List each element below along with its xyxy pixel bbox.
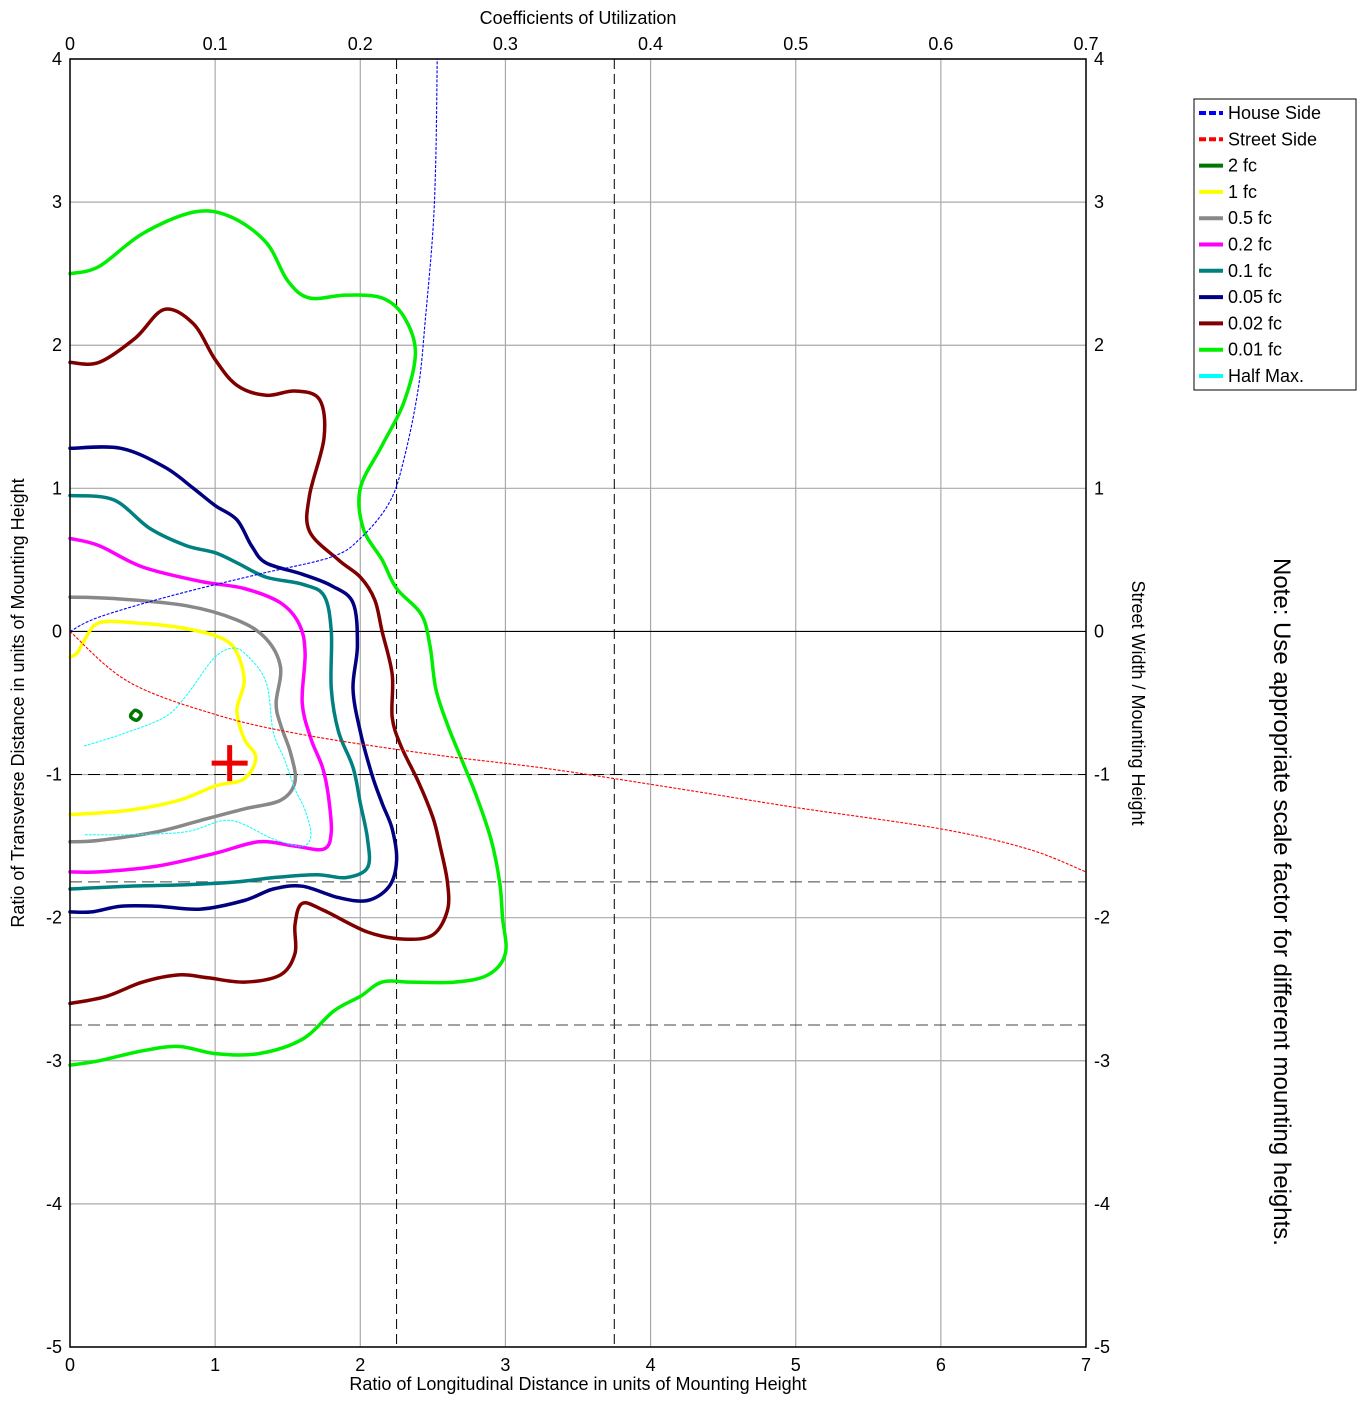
- legend-label: 2 fc: [1228, 156, 1257, 176]
- contour-0-5-fc: [68, 595, 298, 844]
- grid-lines: [69, 58, 1087, 1348]
- x-tick-label: 6: [936, 1355, 946, 1375]
- contour-0-05-fc: [68, 445, 399, 915]
- cu-curve-street-side: [69, 630, 1087, 873]
- y-tick-label: -2: [46, 908, 62, 928]
- legend-label: 0.05 fc: [1228, 287, 1282, 307]
- y-tick-label: 0: [52, 621, 62, 641]
- x-tick-label: 1: [210, 1355, 220, 1375]
- right-tick-label: 1: [1094, 478, 1104, 498]
- top-tick-label: 0.5: [783, 34, 808, 54]
- legend-label: 0.2 fc: [1228, 235, 1272, 255]
- top-tick-label: 0.1: [203, 34, 228, 54]
- y-axis-title: Ratio of Transverse Distance in units of…: [8, 478, 28, 927]
- cu-curve-house-side: [69, 58, 438, 632]
- scale-note: Note: Use appropriate scale factor for d…: [1268, 558, 1295, 1246]
- luminaire-marker: [211, 745, 248, 782]
- right-tick-label: 2: [1094, 335, 1104, 355]
- x-tick-label: 3: [500, 1355, 510, 1375]
- top-tick-label: 0.6: [928, 34, 953, 54]
- x-tick-label: 2: [355, 1355, 365, 1375]
- plot-frame: [69, 58, 1087, 1348]
- contour-series: [68, 209, 508, 1067]
- right-tick-label: 4: [1094, 49, 1104, 69]
- legend-label: 0.5 fc: [1228, 208, 1272, 228]
- x-tick-label: 5: [791, 1355, 801, 1375]
- legend-label: House Side: [1228, 103, 1321, 123]
- legend-label: Street Side: [1228, 129, 1317, 149]
- legend-label: 1 fc: [1228, 182, 1257, 202]
- contour-0-01-fc: [68, 209, 508, 1067]
- y-tick-label: 1: [52, 478, 62, 498]
- y-tick-label: 3: [52, 192, 62, 212]
- right-tick-label: -2: [1094, 908, 1110, 928]
- contour-1-fc: [68, 619, 258, 817]
- x-tick-label: 0: [65, 1355, 75, 1375]
- cu-curves: [69, 58, 1087, 873]
- y-tick-label: -5: [46, 1337, 62, 1357]
- right-tick-label: -5: [1094, 1337, 1110, 1357]
- y-tick-label: 2: [52, 335, 62, 355]
- top-tick-label: 0: [65, 34, 75, 54]
- y-tick-label: -1: [46, 765, 62, 785]
- contour-2-fc: [128, 708, 143, 723]
- legend: House Side Street Side 2 fc 1 fc 0.5 fc 0.2 f…: [1193, 98, 1357, 391]
- right-axis-title: Street Width / Mounting Height: [1128, 580, 1148, 825]
- y-tick-labels: -5 -4 -3 -2 -1 0 1 2 3 4: [46, 49, 62, 1357]
- contour-half-max: [84, 647, 312, 847]
- x-tick-labels: 0 1 2 3 4 5 6 7: [65, 1355, 1091, 1375]
- x-tick-label: 4: [646, 1355, 656, 1375]
- right-tick-label: -4: [1094, 1194, 1110, 1214]
- contour-0-1-fc: [68, 493, 372, 891]
- legend-label: 0.02 fc: [1228, 313, 1282, 333]
- y-tick-label: -4: [46, 1194, 62, 1214]
- right-tick-label: 0: [1094, 621, 1104, 641]
- legend-label: 0.1 fc: [1228, 261, 1272, 281]
- contour-0-02-fc: [68, 307, 451, 1006]
- x-axis-title: Ratio of Longitudinal Distance in units …: [349, 1374, 806, 1394]
- top-axis-title: Coefficients of Utilization: [480, 8, 677, 28]
- top-tick-label: 0.7: [1073, 34, 1098, 54]
- top-tick-labels: 0 0.1 0.2 0.3 0.4 0.5 0.6 0.7: [65, 34, 1099, 54]
- top-tick-label: 0.2: [348, 34, 373, 54]
- x-tick-label: 7: [1081, 1355, 1091, 1375]
- contour-0-2-fc: [68, 536, 334, 875]
- right-tick-labels: -5 -4 -3 -2 -1 0 1 2 3 4: [1094, 49, 1110, 1357]
- right-tick-label: -3: [1094, 1051, 1110, 1071]
- y-tick-label: -3: [46, 1051, 62, 1071]
- right-tick-label: -1: [1094, 765, 1110, 785]
- legend-label: Half Max.: [1228, 366, 1304, 386]
- top-tick-label: 0.3: [493, 34, 518, 54]
- y-tick-label: 4: [52, 49, 62, 69]
- legend-label: 0.01 fc: [1228, 340, 1282, 360]
- right-tick-label: 3: [1094, 192, 1104, 212]
- top-tick-label: 0.4: [638, 34, 663, 54]
- reference-lines: [70, 59, 1086, 1347]
